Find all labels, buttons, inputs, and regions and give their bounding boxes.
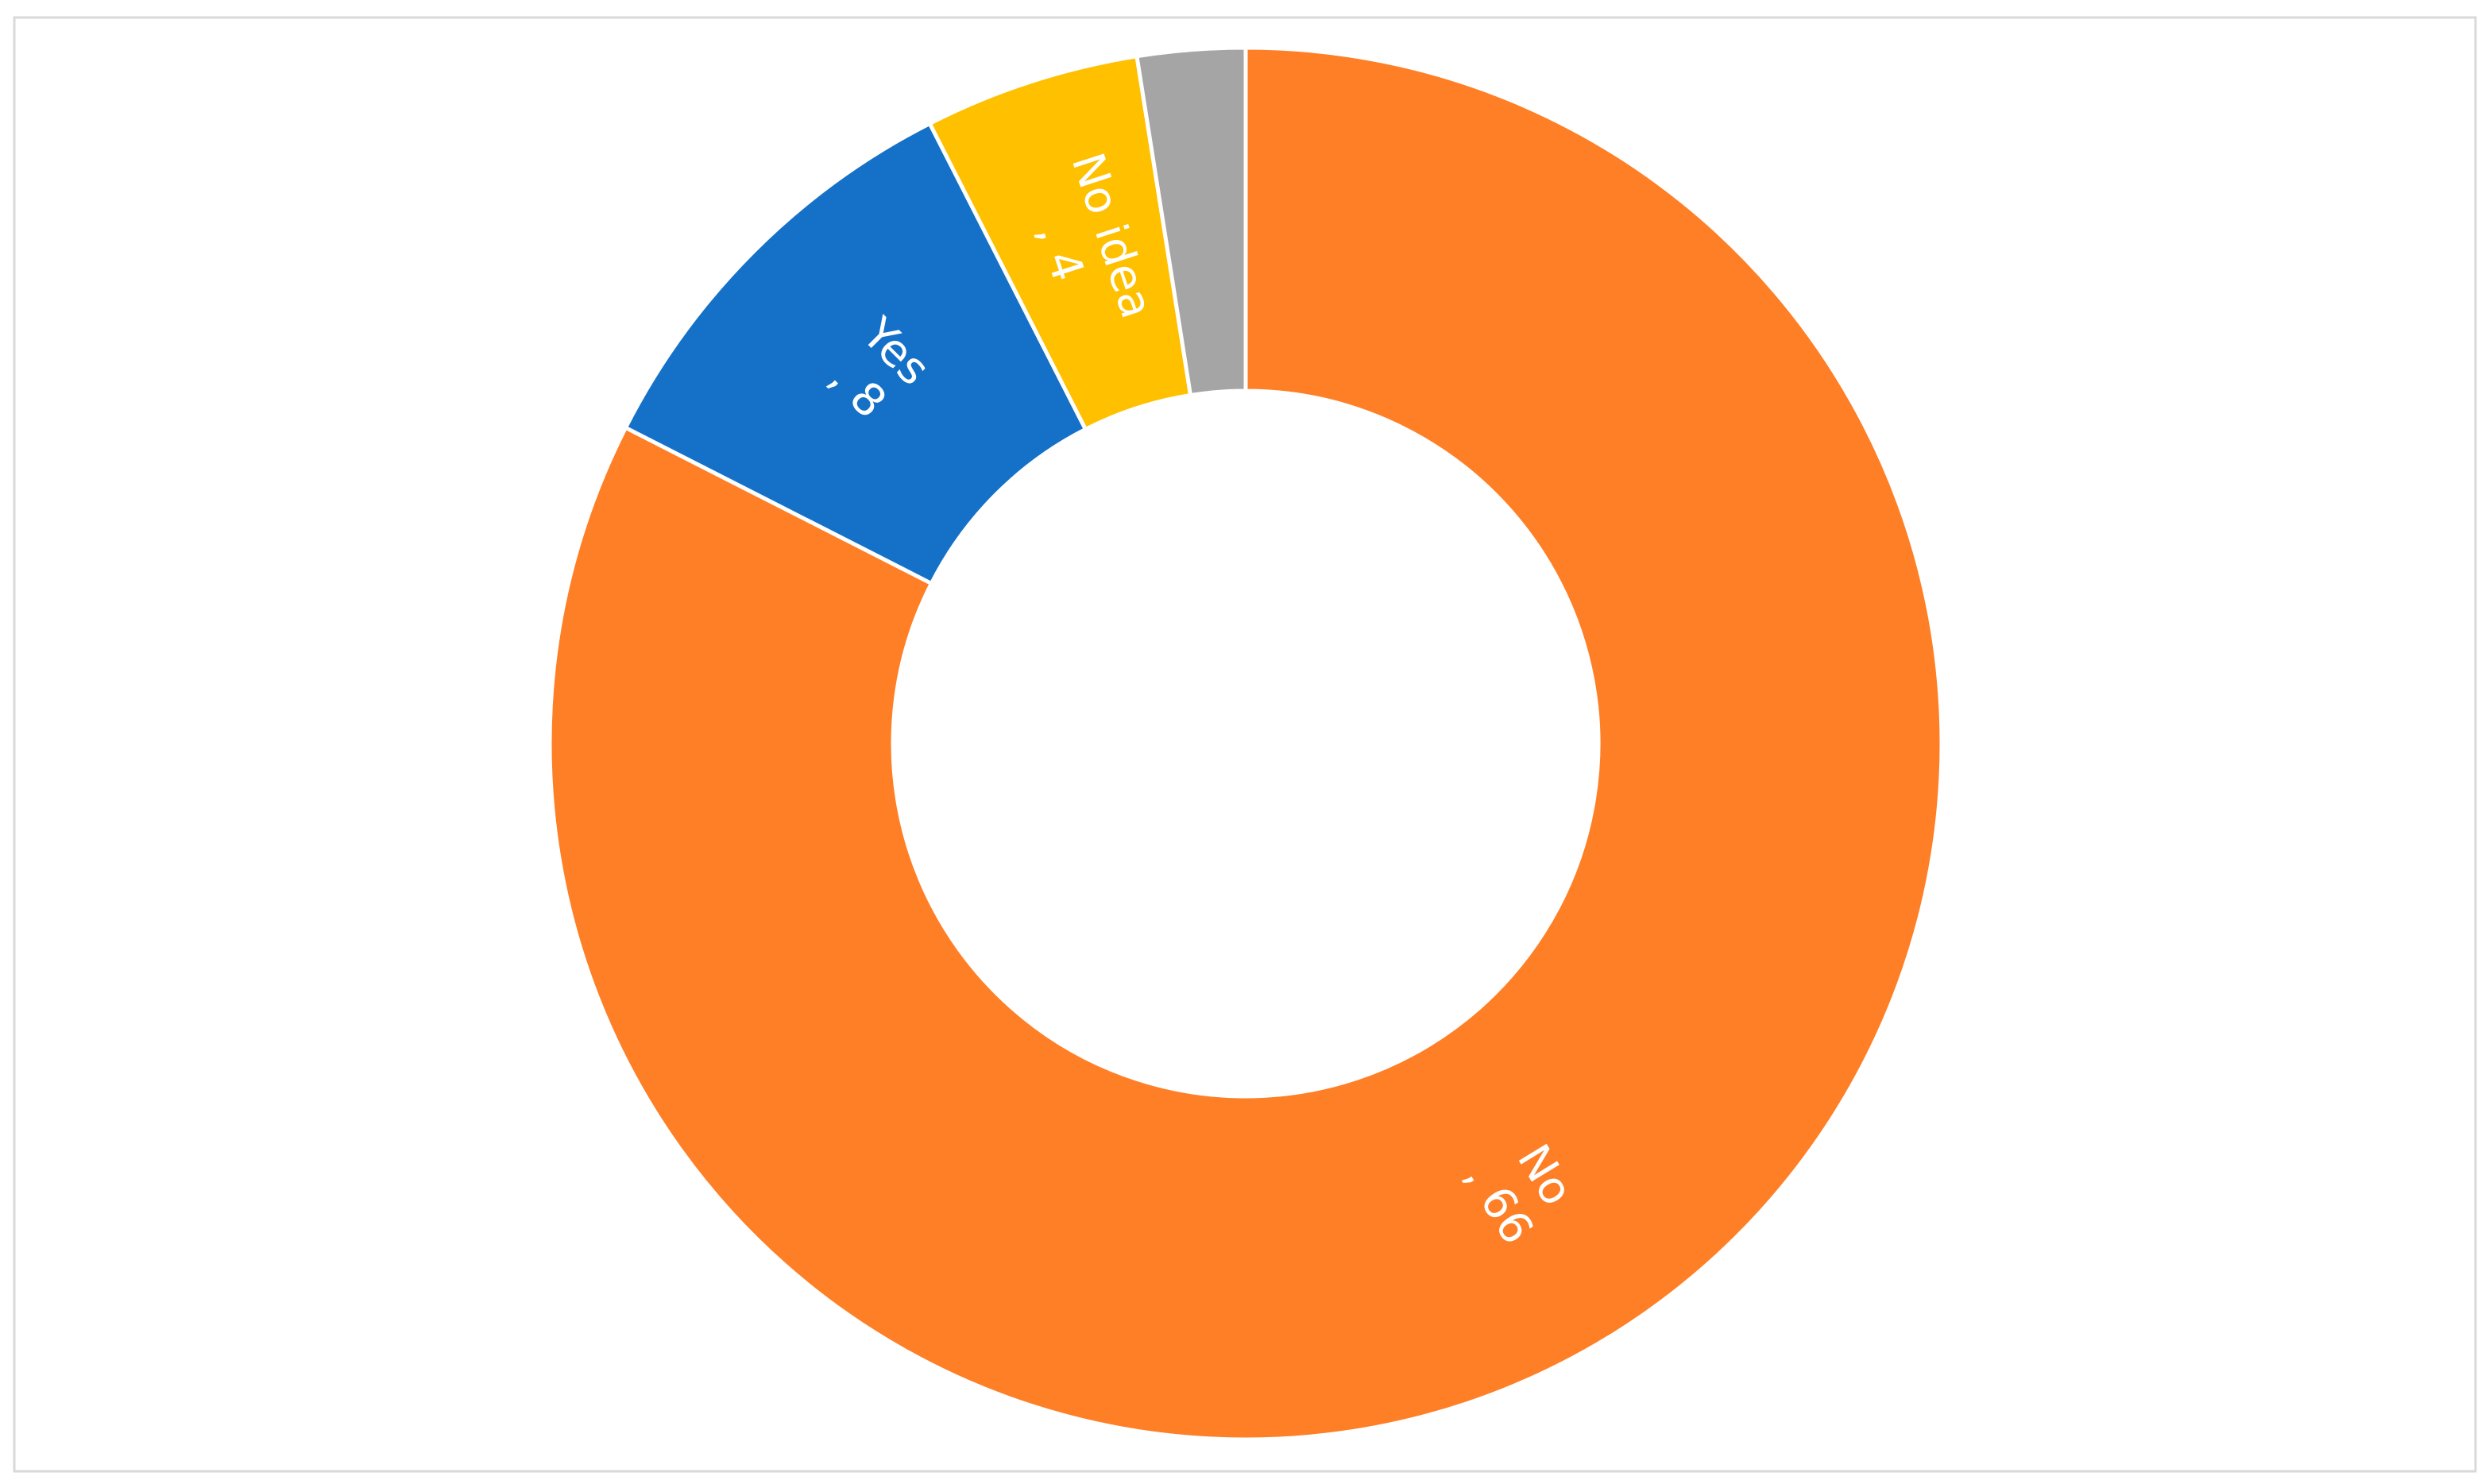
- donut-slice: [623, 121, 1088, 586]
- donut-slice: [547, 45, 1944, 1442]
- donut-slice: [1134, 45, 1248, 398]
